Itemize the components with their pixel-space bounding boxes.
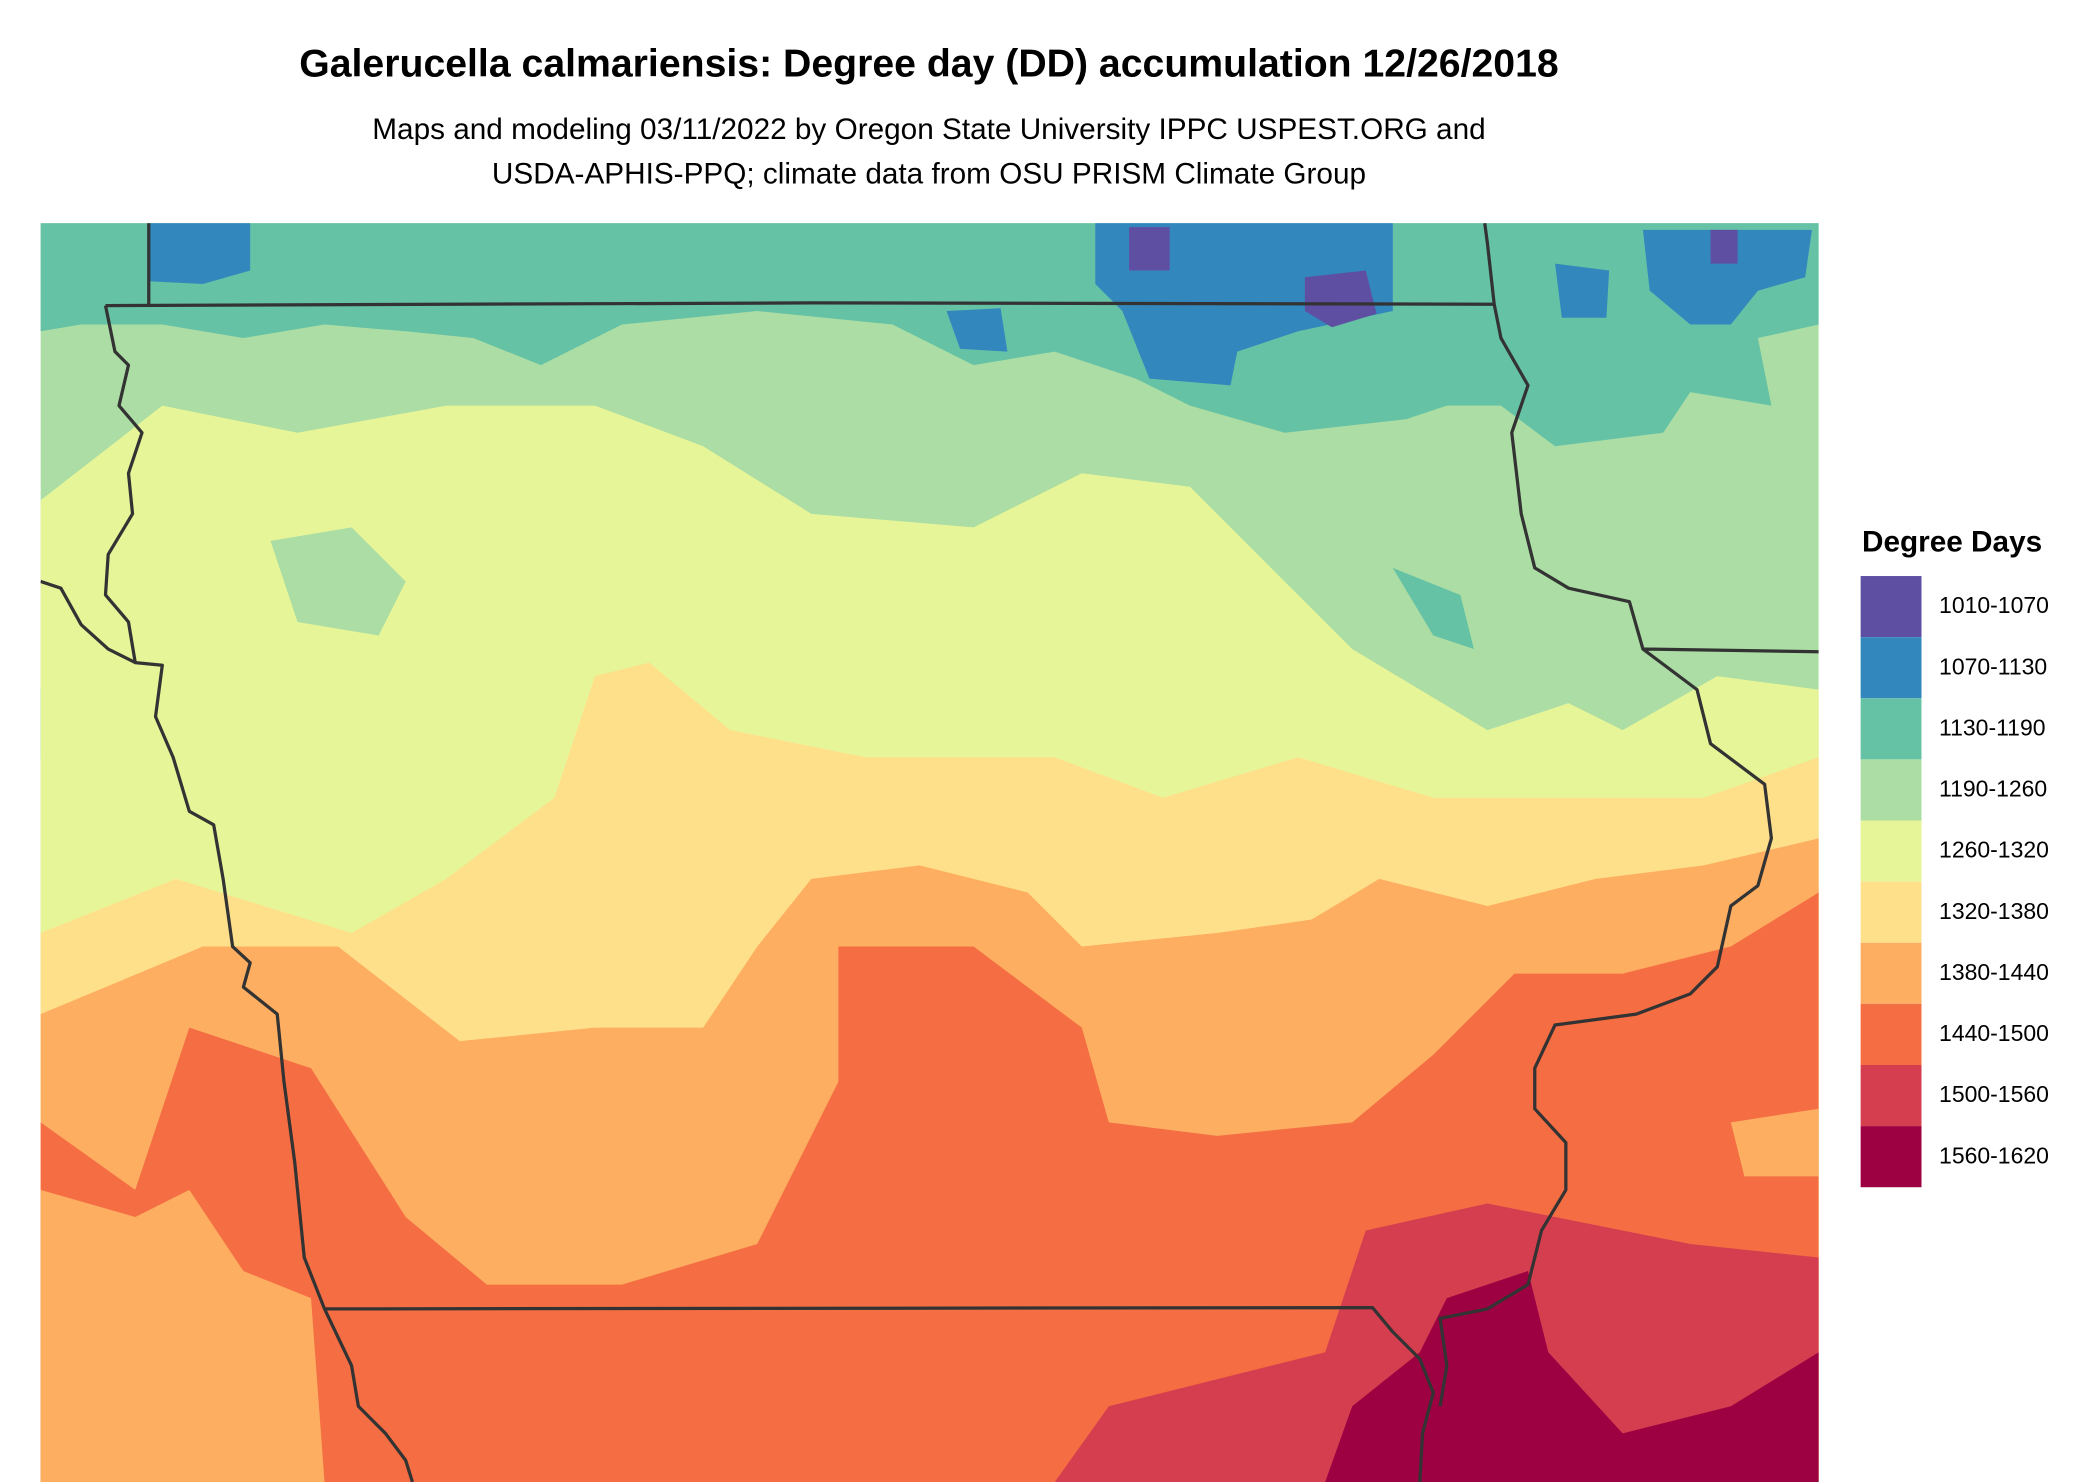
legend-label: 1380-1440 — [1939, 959, 2049, 985]
region — [1392, 567, 1474, 650]
region — [1710, 229, 1738, 264]
legend: 1010-1070 1070-1130 1130-1190 1190-1260 1260… — [1860, 576, 2049, 1188]
legend-swatch — [1860, 942, 1922, 1004]
legend-label: 1130-1190 — [1939, 714, 2045, 740]
legend-swatch — [1860, 698, 1922, 760]
region — [1129, 227, 1170, 271]
legend-swatch — [1860, 881, 1922, 943]
state-border — [40, 223, 1819, 1482]
subtitle: Maps and modeling 03/11/2022 by Oregon S… — [372, 113, 1485, 146]
region — [1730, 1108, 1819, 1177]
legend-label: 1010-1070 — [1939, 592, 2049, 618]
legend-label: 1190-1260 — [1939, 776, 2047, 802]
region — [40, 1189, 325, 1482]
legend-swatch — [1860, 1064, 1922, 1127]
map — [40, 223, 1819, 1482]
legend-label: 1560-1620 — [1939, 1142, 2049, 1168]
legend-label: 1440-1500 — [1939, 1020, 2049, 1046]
legend-label: 1070-1130 — [1939, 653, 2047, 679]
legend-label: 1260-1320 — [1939, 837, 2049, 863]
region — [1325, 1271, 1819, 1482]
legend-swatch — [1860, 1003, 1922, 1065]
legend-title: Degree Days — [1862, 525, 2042, 558]
legend-swatch — [1860, 820, 1922, 882]
legend-swatch — [1860, 576, 1922, 638]
region — [946, 308, 1008, 352]
region — [1642, 229, 1812, 325]
legend-swatch — [1860, 759, 1922, 821]
legend-swatch — [1860, 1126, 1922, 1188]
subtitle: USDA-APHIS-PPQ; climate data from OSU PR… — [492, 158, 1366, 191]
region — [148, 223, 251, 284]
region — [270, 527, 406, 636]
legend-swatch — [1860, 637, 1922, 699]
region — [1555, 263, 1610, 318]
legend-label: 1500-1560 — [1939, 1081, 2049, 1107]
title: Galerucella calmariensis: Degree day (DD… — [299, 43, 1558, 86]
region — [1304, 270, 1377, 328]
legend-label: 1320-1380 — [1939, 898, 2049, 924]
